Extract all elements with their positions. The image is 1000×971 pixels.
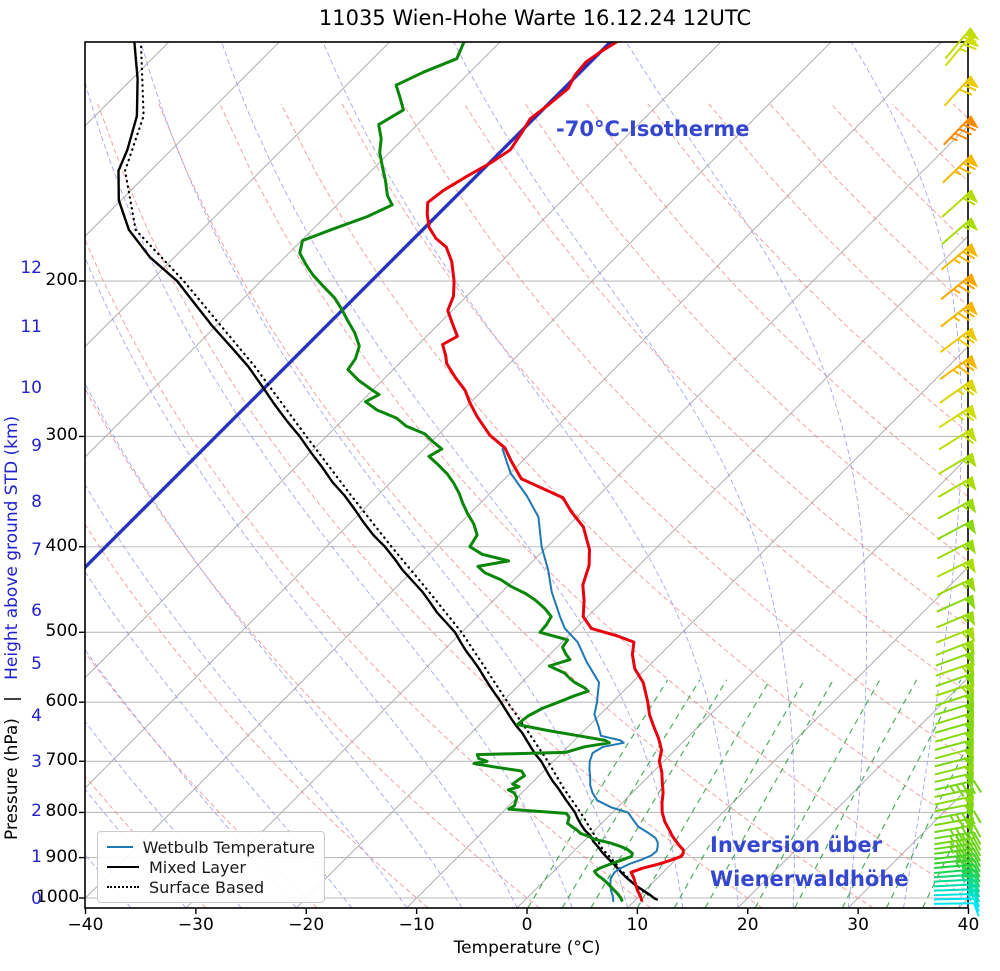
height-km-label: 7 [31, 539, 42, 560]
legend-item-surface-based: Surface Based [107, 877, 315, 897]
wind-barb [939, 354, 978, 380]
wind-barb [938, 404, 977, 429]
height-km-label: 12 [20, 258, 42, 279]
pressure-tick-label: 900 [45, 846, 78, 867]
wind-barb [933, 888, 980, 903]
wind-barb [934, 771, 975, 788]
pressure-tick-label: 600 [45, 691, 78, 712]
height-km-label: 11 [20, 316, 42, 337]
pressure-tick-label: 800 [45, 801, 78, 822]
wind-barb [934, 779, 982, 798]
x-tick-label: 40 [957, 915, 980, 935]
x-tick-label: −10 [398, 915, 435, 935]
height-km-label: 10 [20, 377, 42, 398]
wind-barb [936, 558, 976, 578]
wind-barb [940, 243, 979, 271]
wind-barb [933, 883, 981, 898]
inversion-annotation-line2: Wienerwaldhöhe [710, 867, 909, 891]
wetbulb-line-swatch [107, 846, 133, 848]
wind-barb [942, 154, 979, 184]
wind-barb [938, 452, 977, 475]
pressure-tick-label: 1000 [36, 887, 80, 907]
pressure-tick-label: 300 [45, 425, 78, 446]
legend: Wetbulb Temperature Mixed Layer Surface … [97, 831, 325, 903]
surface-based-line-swatch [107, 886, 139, 888]
height-km-label: 1 [31, 847, 42, 868]
x-tick-label: 0 [521, 915, 533, 935]
legend-item-mixed-layer: Mixed Layer [107, 857, 315, 877]
x-axis-label: Temperature (°C) [453, 938, 601, 958]
isotherm-annotation: -70°C-Isotherme [556, 117, 750, 141]
wind-barb [943, 75, 980, 107]
wind-barb [933, 892, 980, 908]
height-km-label: 6 [31, 600, 42, 621]
height-km-label: 3 [31, 751, 42, 772]
legend-label-mixed-layer: Mixed Layer [149, 857, 246, 877]
mixed-layer-line-swatch [107, 866, 139, 868]
wind-barb [936, 594, 976, 613]
wind-barb [933, 902, 980, 917]
wind-barb [935, 626, 975, 644]
pressure-tick-label: 400 [45, 535, 78, 556]
wind-barb [937, 476, 977, 498]
wind-barb [939, 379, 978, 404]
wind-barb [934, 873, 981, 889]
legend-label-wetbulb: Wetbulb Temperature [142, 837, 315, 857]
wind-barbs [933, 27, 982, 917]
wind-barb [941, 217, 979, 245]
wind-barb [940, 273, 978, 301]
plot-border [84, 41, 969, 909]
wind-barb [937, 498, 977, 520]
curve-mixed-layer [117, 42, 658, 901]
wind-barb [940, 301, 978, 328]
height-km-label: 4 [31, 706, 42, 727]
x-tick-label: −30 [177, 915, 214, 935]
legend-label-surface-based: Surface Based [149, 877, 265, 897]
wind-barb [938, 427, 977, 451]
x-tick-label: −40 [67, 915, 104, 935]
wind-barb [933, 897, 980, 912]
wind-barb [936, 577, 976, 596]
sounding-curves [117, 42, 685, 903]
pressure-tick-label: 700 [45, 750, 78, 771]
curve-wetbulb-temperature [501, 448, 659, 903]
background-grid [85, 42, 968, 908]
y-axis-label-pressure: Pressure (hPa) [2, 718, 22, 840]
wind-barb [944, 34, 980, 67]
x-tick-label: 30 [847, 915, 869, 935]
tick-marks [79, 280, 970, 914]
highlight-isotherm-line [85, 42, 613, 570]
pressure-tick-label: 500 [45, 621, 78, 642]
legend-item-wetbulb: Wetbulb Temperature [107, 837, 315, 857]
curve-dewpoint [298, 42, 634, 902]
height-km-label: 8 [31, 492, 42, 513]
height-km-label: 5 [31, 654, 42, 675]
wind-barb [943, 115, 979, 146]
height-km-label: 9 [31, 435, 42, 456]
height-km-label: 2 [31, 800, 42, 821]
inversion-annotation-line1: Inversion über [710, 833, 883, 857]
wind-barb [937, 539, 976, 560]
x-tick-label: 20 [736, 915, 759, 935]
wind-barb [937, 519, 977, 540]
x-tick-label: −20 [288, 915, 325, 935]
wind-barb [936, 610, 976, 629]
wind-barb [933, 878, 981, 893]
wind-barb [939, 327, 978, 353]
wind-barb [941, 189, 979, 218]
pressure-tick-label: 200 [45, 270, 78, 291]
chart-title: 11035 Wien-Hohe Warte 16.12.24 12UTC [318, 6, 752, 30]
x-tick-label: 10 [626, 915, 649, 935]
height-km-label: 0 [31, 888, 42, 909]
inversion-annotation: Inversion über Wienerwaldhöhe [710, 828, 909, 896]
curve-temperature [425, 42, 685, 902]
